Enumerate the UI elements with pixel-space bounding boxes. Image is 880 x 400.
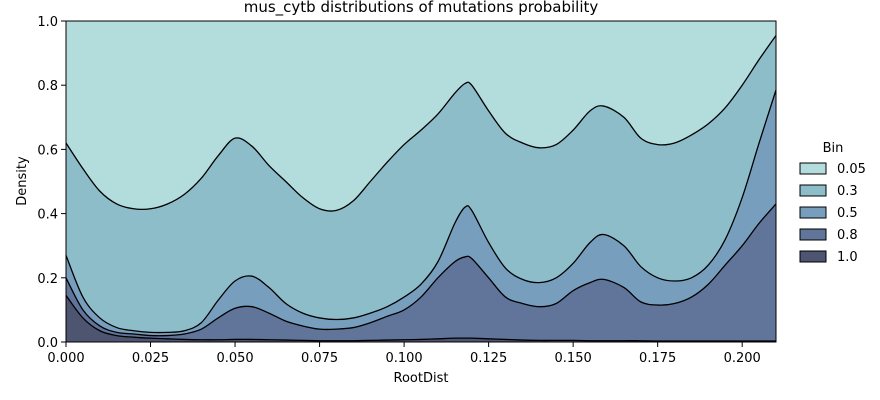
x-tick-label: 0.125 — [470, 351, 507, 366]
x-axis-title: RootDist — [394, 371, 449, 386]
legend-label-0.8: 0.8 — [837, 228, 858, 243]
boundary-line-0.3 — [65, 35, 777, 212]
legend-label-0.05: 0.05 — [837, 162, 866, 177]
legend: Bin 0.05 0.3 0.5 0.8 1.0 — [799, 141, 866, 265]
y-axis-title: Density — [15, 156, 30, 206]
legend-label-0.3: 0.3 — [837, 184, 858, 199]
x-tick-label: 0.150 — [555, 351, 592, 366]
y-tick-label: 0.2 — [37, 272, 58, 287]
x-tick-label: 0.175 — [639, 351, 676, 366]
chart-title: mus_cytb distributions of mutations prob… — [244, 0, 599, 17]
y-tick-label: 0.4 — [37, 208, 58, 223]
legend-swatch-1.0 — [799, 250, 827, 263]
x-tick-label: 0.075 — [301, 351, 338, 366]
boundary-line-1.0 — [65, 295, 776, 342]
x-tick-label: 0.025 — [132, 351, 169, 366]
legend-swatch-0.5 — [799, 206, 827, 219]
x-tick-label: 0.050 — [216, 351, 253, 366]
x-axis: 0.000 0.025 0.050 0.075 0.100 0.125 0.150 0.175… — [47, 342, 761, 366]
y-tick-label: 0.6 — [37, 143, 58, 158]
area-layer-0.05 — [66, 21, 776, 212]
boundary-line-0.5 — [65, 89, 777, 334]
y-tick-label: 1.0 — [37, 15, 58, 30]
x-tick-label: 0.200 — [724, 351, 761, 366]
boundary-line-0.8 — [65, 203, 777, 337]
x-tick-label: 0.100 — [385, 351, 422, 366]
x-tick-label: 0.000 — [47, 351, 84, 366]
legend-title: Bin — [823, 141, 844, 156]
legend-swatch-0.8 — [799, 228, 827, 241]
legend-label-0.5: 0.5 — [837, 206, 858, 221]
legend-swatch-0.05 — [799, 162, 827, 175]
plot-frame — [65, 20, 777, 343]
area-layer-0.3 — [66, 35, 776, 333]
area-layer-0.5 — [66, 90, 776, 336]
legend-label-1.0: 1.0 — [837, 250, 858, 265]
area-layers — [65, 21, 777, 342]
y-axis: 0.0 0.2 0.4 0.6 0.8 1.0 — [37, 15, 66, 351]
y-tick-label: 0.0 — [37, 336, 58, 351]
legend-swatch-0.3 — [799, 184, 827, 197]
y-tick-label: 0.8 — [37, 79, 58, 94]
